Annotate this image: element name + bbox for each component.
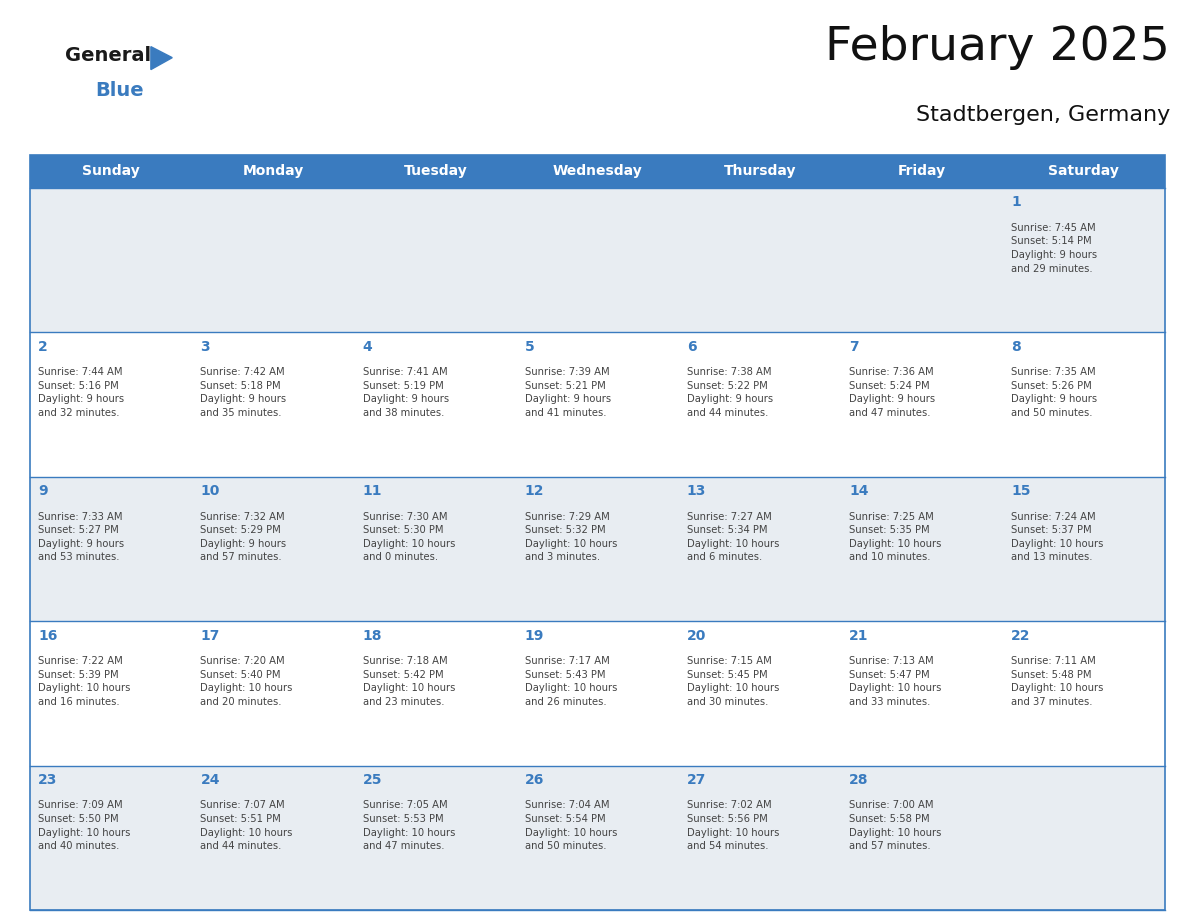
- Text: Sunrise: 7:30 AM
Sunset: 5:30 PM
Daylight: 10 hours
and 0 minutes.: Sunrise: 7:30 AM Sunset: 5:30 PM Dayligh…: [362, 511, 455, 563]
- Text: 25: 25: [362, 773, 383, 787]
- Text: 9: 9: [38, 484, 48, 498]
- Text: 16: 16: [38, 629, 58, 643]
- Text: 21: 21: [849, 629, 868, 643]
- Text: Sunrise: 7:00 AM
Sunset: 5:58 PM
Daylight: 10 hours
and 57 minutes.: Sunrise: 7:00 AM Sunset: 5:58 PM Dayligh…: [849, 800, 941, 851]
- Text: February 2025: February 2025: [826, 25, 1170, 70]
- Text: Sunrise: 7:39 AM
Sunset: 5:21 PM
Daylight: 9 hours
and 41 minutes.: Sunrise: 7:39 AM Sunset: 5:21 PM Dayligh…: [525, 367, 611, 418]
- Text: Sunrise: 7:27 AM
Sunset: 5:34 PM
Daylight: 10 hours
and 6 minutes.: Sunrise: 7:27 AM Sunset: 5:34 PM Dayligh…: [687, 511, 779, 563]
- Text: Blue: Blue: [95, 81, 144, 100]
- Text: Monday: Monday: [242, 164, 304, 178]
- Text: Stadtbergen, Germany: Stadtbergen, Germany: [916, 105, 1170, 125]
- Bar: [30, 188, 1165, 332]
- Text: Sunrise: 7:24 AM
Sunset: 5:37 PM
Daylight: 10 hours
and 13 minutes.: Sunrise: 7:24 AM Sunset: 5:37 PM Dayligh…: [1011, 511, 1104, 563]
- Text: General: General: [65, 46, 151, 65]
- Bar: [30, 621, 1165, 766]
- Text: Sunrise: 7:04 AM
Sunset: 5:54 PM
Daylight: 10 hours
and 50 minutes.: Sunrise: 7:04 AM Sunset: 5:54 PM Dayligh…: [525, 800, 617, 851]
- Text: 7: 7: [849, 340, 859, 353]
- Text: 11: 11: [362, 484, 383, 498]
- Text: Sunrise: 7:07 AM
Sunset: 5:51 PM
Daylight: 10 hours
and 44 minutes.: Sunrise: 7:07 AM Sunset: 5:51 PM Dayligh…: [201, 800, 292, 851]
- Text: Sunrise: 7:02 AM
Sunset: 5:56 PM
Daylight: 10 hours
and 54 minutes.: Sunrise: 7:02 AM Sunset: 5:56 PM Dayligh…: [687, 800, 779, 851]
- Text: Saturday: Saturday: [1049, 164, 1119, 178]
- Text: Sunrise: 7:41 AM
Sunset: 5:19 PM
Daylight: 9 hours
and 38 minutes.: Sunrise: 7:41 AM Sunset: 5:19 PM Dayligh…: [362, 367, 449, 418]
- Text: Wednesday: Wednesday: [552, 164, 643, 178]
- Text: Sunrise: 7:36 AM
Sunset: 5:24 PM
Daylight: 9 hours
and 47 minutes.: Sunrise: 7:36 AM Sunset: 5:24 PM Dayligh…: [849, 367, 935, 418]
- Bar: [30, 155, 1165, 910]
- Text: Tuesday: Tuesday: [404, 164, 467, 178]
- Text: Sunrise: 7:20 AM
Sunset: 5:40 PM
Daylight: 10 hours
and 20 minutes.: Sunrise: 7:20 AM Sunset: 5:40 PM Dayligh…: [201, 656, 292, 707]
- Bar: [30, 155, 1165, 188]
- Text: 5: 5: [525, 340, 535, 353]
- Text: 23: 23: [38, 773, 58, 787]
- Text: Sunrise: 7:18 AM
Sunset: 5:42 PM
Daylight: 10 hours
and 23 minutes.: Sunrise: 7:18 AM Sunset: 5:42 PM Dayligh…: [362, 656, 455, 707]
- Text: 14: 14: [849, 484, 868, 498]
- Bar: [30, 766, 1165, 910]
- Text: Sunrise: 7:13 AM
Sunset: 5:47 PM
Daylight: 10 hours
and 33 minutes.: Sunrise: 7:13 AM Sunset: 5:47 PM Dayligh…: [849, 656, 941, 707]
- Bar: [30, 332, 1165, 476]
- Text: Sunrise: 7:29 AM
Sunset: 5:32 PM
Daylight: 10 hours
and 3 minutes.: Sunrise: 7:29 AM Sunset: 5:32 PM Dayligh…: [525, 511, 617, 563]
- Text: 19: 19: [525, 629, 544, 643]
- Text: 4: 4: [362, 340, 372, 353]
- Text: Sunrise: 7:42 AM
Sunset: 5:18 PM
Daylight: 9 hours
and 35 minutes.: Sunrise: 7:42 AM Sunset: 5:18 PM Dayligh…: [201, 367, 286, 418]
- Text: 20: 20: [687, 629, 706, 643]
- Text: 6: 6: [687, 340, 696, 353]
- Text: 15: 15: [1011, 484, 1031, 498]
- Text: 12: 12: [525, 484, 544, 498]
- Text: Sunrise: 7:17 AM
Sunset: 5:43 PM
Daylight: 10 hours
and 26 minutes.: Sunrise: 7:17 AM Sunset: 5:43 PM Dayligh…: [525, 656, 617, 707]
- Text: 18: 18: [362, 629, 383, 643]
- Text: 28: 28: [849, 773, 868, 787]
- Text: Sunrise: 7:22 AM
Sunset: 5:39 PM
Daylight: 10 hours
and 16 minutes.: Sunrise: 7:22 AM Sunset: 5:39 PM Dayligh…: [38, 656, 131, 707]
- Text: 3: 3: [201, 340, 210, 353]
- Text: Sunrise: 7:45 AM
Sunset: 5:14 PM
Daylight: 9 hours
and 29 minutes.: Sunrise: 7:45 AM Sunset: 5:14 PM Dayligh…: [1011, 223, 1098, 274]
- Text: 13: 13: [687, 484, 706, 498]
- Text: Thursday: Thursday: [723, 164, 796, 178]
- Text: Sunrise: 7:11 AM
Sunset: 5:48 PM
Daylight: 10 hours
and 37 minutes.: Sunrise: 7:11 AM Sunset: 5:48 PM Dayligh…: [1011, 656, 1104, 707]
- Text: Sunrise: 7:44 AM
Sunset: 5:16 PM
Daylight: 9 hours
and 32 minutes.: Sunrise: 7:44 AM Sunset: 5:16 PM Dayligh…: [38, 367, 125, 418]
- Bar: [30, 476, 1165, 621]
- Text: 17: 17: [201, 629, 220, 643]
- Text: 8: 8: [1011, 340, 1020, 353]
- Text: Sunrise: 7:35 AM
Sunset: 5:26 PM
Daylight: 9 hours
and 50 minutes.: Sunrise: 7:35 AM Sunset: 5:26 PM Dayligh…: [1011, 367, 1098, 418]
- Text: 26: 26: [525, 773, 544, 787]
- Text: Sunrise: 7:38 AM
Sunset: 5:22 PM
Daylight: 9 hours
and 44 minutes.: Sunrise: 7:38 AM Sunset: 5:22 PM Dayligh…: [687, 367, 773, 418]
- Polygon shape: [151, 47, 172, 70]
- Text: Sunrise: 7:25 AM
Sunset: 5:35 PM
Daylight: 10 hours
and 10 minutes.: Sunrise: 7:25 AM Sunset: 5:35 PM Dayligh…: [849, 511, 941, 563]
- Text: Sunrise: 7:09 AM
Sunset: 5:50 PM
Daylight: 10 hours
and 40 minutes.: Sunrise: 7:09 AM Sunset: 5:50 PM Dayligh…: [38, 800, 131, 851]
- Text: 10: 10: [201, 484, 220, 498]
- Text: 27: 27: [687, 773, 706, 787]
- Text: 22: 22: [1011, 629, 1031, 643]
- Text: 1: 1: [1011, 196, 1020, 209]
- Text: Sunrise: 7:32 AM
Sunset: 5:29 PM
Daylight: 9 hours
and 57 minutes.: Sunrise: 7:32 AM Sunset: 5:29 PM Dayligh…: [201, 511, 286, 563]
- Text: Sunrise: 7:05 AM
Sunset: 5:53 PM
Daylight: 10 hours
and 47 minutes.: Sunrise: 7:05 AM Sunset: 5:53 PM Dayligh…: [362, 800, 455, 851]
- Text: Sunrise: 7:15 AM
Sunset: 5:45 PM
Daylight: 10 hours
and 30 minutes.: Sunrise: 7:15 AM Sunset: 5:45 PM Dayligh…: [687, 656, 779, 707]
- Text: Sunrise: 7:33 AM
Sunset: 5:27 PM
Daylight: 9 hours
and 53 minutes.: Sunrise: 7:33 AM Sunset: 5:27 PM Dayligh…: [38, 511, 125, 563]
- Text: Friday: Friday: [898, 164, 946, 178]
- Text: 2: 2: [38, 340, 48, 353]
- Text: Sunday: Sunday: [82, 164, 140, 178]
- Text: 24: 24: [201, 773, 220, 787]
